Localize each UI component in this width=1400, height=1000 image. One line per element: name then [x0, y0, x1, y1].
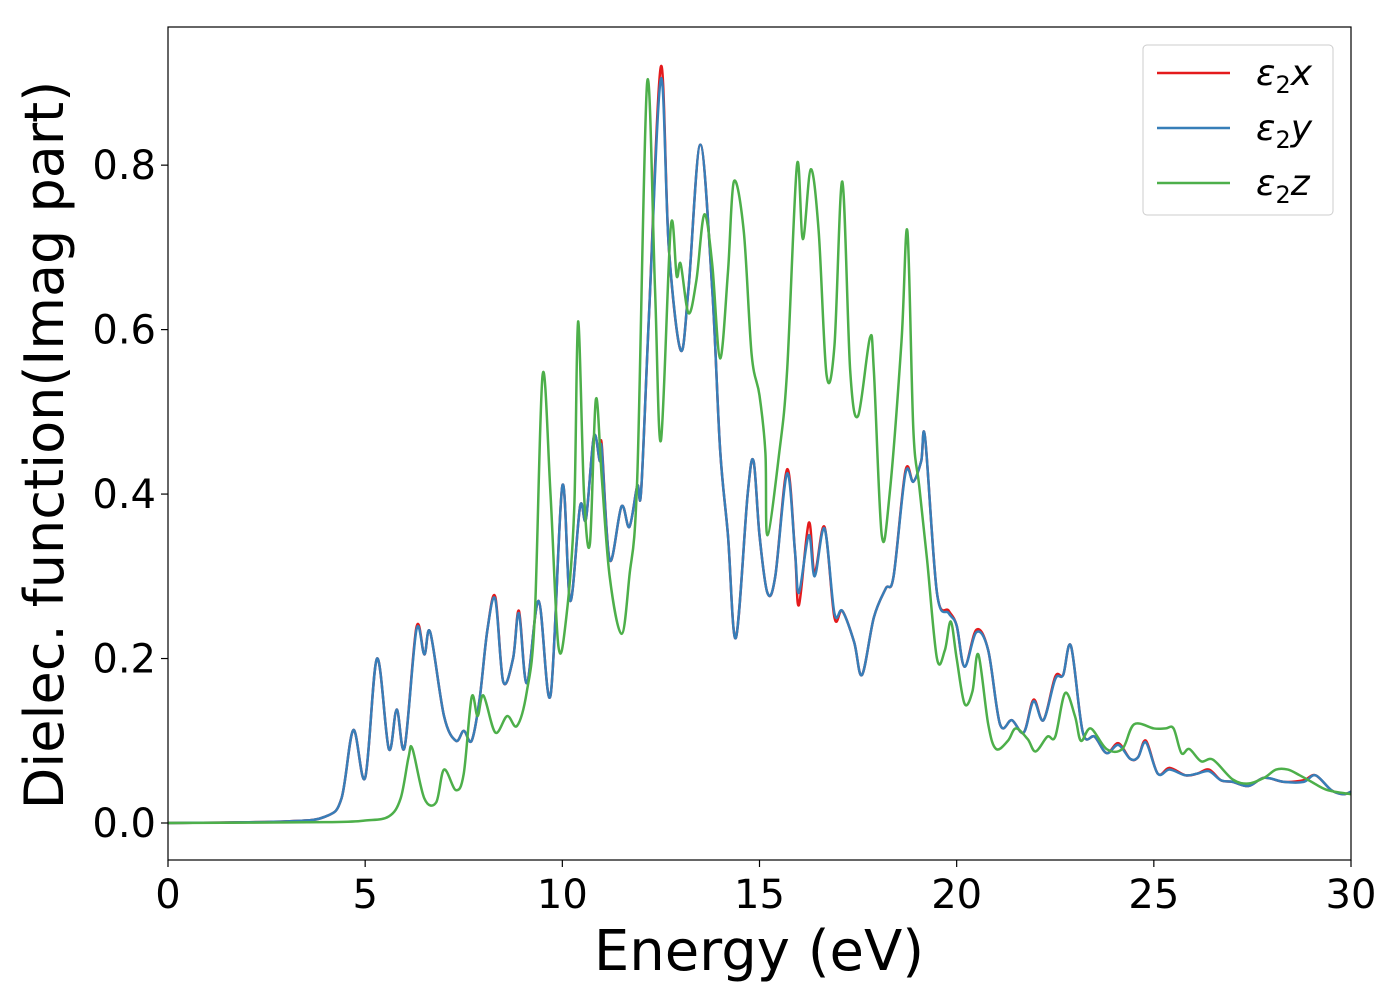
series-line-z	[168, 78, 1351, 825]
y-tick-label: 0.0	[92, 801, 156, 847]
series-line-y	[168, 77, 1351, 825]
legend: ε2x ε2y ε2z	[1142, 44, 1334, 216]
legend-label-z: ε2z	[1256, 163, 1311, 209]
y-tick-label: 0.2	[92, 637, 156, 683]
legend-label-y: ε2y	[1256, 108, 1313, 154]
legend-box	[1142, 44, 1334, 216]
x-tick-label: 0	[155, 872, 180, 918]
x-tick-label: 5	[352, 872, 377, 918]
x-axis: 0 5 10 15 20 25 30	[155, 860, 1376, 918]
y-axis-label: Dielec. function(Imag part)	[13, 81, 76, 810]
legend-label-x: ε2x	[1256, 53, 1313, 99]
x-tick-label: 30	[1326, 872, 1377, 918]
x-tick-label: 25	[1128, 872, 1179, 918]
x-tick-label: 10	[537, 872, 588, 918]
y-axis: 0.0 0.2 0.4 0.6 0.8	[92, 143, 168, 847]
x-tick-label: 20	[931, 872, 982, 918]
x-axis-label: Energy (eV)	[594, 919, 924, 984]
y-tick-label: 0.4	[92, 472, 156, 518]
y-tick-label: 0.6	[92, 308, 156, 354]
x-tick-label: 15	[734, 872, 785, 918]
series-lines	[168, 65, 1351, 825]
y-tick-label: 0.8	[92, 143, 156, 189]
